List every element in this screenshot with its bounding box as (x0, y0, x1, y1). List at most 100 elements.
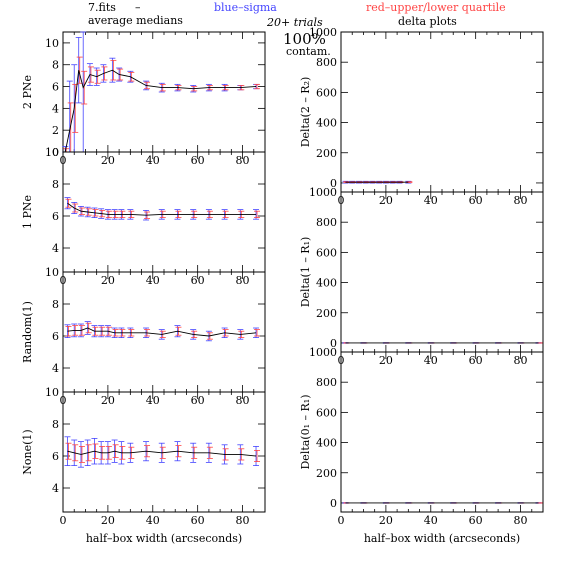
y-tick-label: 4 (52, 102, 59, 115)
y-tick-label: 0 (330, 497, 337, 510)
red-quartile-legend: red–upper/lower quartile (366, 1, 506, 14)
figure-header: 7.fits – blue–sigma red–upper/lower quar… (88, 1, 506, 58)
contamination-label: contam. (286, 45, 331, 58)
y-tick-label: 10 (45, 146, 59, 159)
y-tick-label: 6 (52, 450, 59, 463)
y-axis-label: 2 PNe (21, 75, 34, 109)
y-tick-label: 600 (316, 406, 337, 419)
x-tick-label: 80 (236, 154, 250, 167)
y-tick-label: 800 (316, 216, 337, 229)
y-tick-label: 8 (52, 178, 59, 191)
x-tick-label: 20 (379, 514, 393, 527)
panel-frame (62, 151, 266, 273)
y-tick-label: 6 (52, 81, 59, 94)
median-series-line (67, 450, 257, 457)
y-tick-label: 600 (316, 246, 337, 259)
y-tick-label: 8 (52, 59, 59, 72)
y-tick-label: 400 (316, 437, 337, 450)
y-tick-label: 200 (316, 147, 337, 160)
y-axis-label: Delta(0₁ – R₁) (299, 394, 312, 469)
x-tick-label: 60 (469, 194, 483, 207)
y-tick-label: 6 (52, 330, 59, 343)
right-column-title: delta plots (398, 15, 457, 28)
panel-frame (340, 191, 544, 353)
x-tick-label: 40 (424, 194, 438, 207)
y-tick-label: 600 (316, 86, 337, 99)
x-tick-label: 40 (146, 394, 160, 407)
x-tick-label: 40 (146, 274, 160, 287)
x-tick-label: 40 (424, 354, 438, 367)
trials-label: 20+ trials (266, 16, 323, 29)
x-tick-label: 40 (146, 514, 160, 527)
median-series-line (67, 202, 256, 216)
x-tick-label: 40 (146, 154, 160, 167)
x-tick-label: 80 (236, 514, 250, 527)
left-column-title: average medians (88, 14, 183, 27)
panel-frame (340, 351, 544, 513)
x-tick-label: 60 (191, 154, 205, 167)
median-series-line (67, 327, 257, 337)
y-tick-label: 6 (52, 210, 59, 223)
x-tick-label: 80 (514, 354, 528, 367)
y-tick-label: 4 (52, 242, 59, 255)
x-tick-label: 80 (514, 194, 528, 207)
y-tick-label: 4 (52, 482, 59, 495)
panel-frame (340, 31, 544, 193)
panel-frame (62, 271, 266, 393)
x-tick-label: 60 (191, 274, 205, 287)
y-tick-label: 0 (52, 146, 59, 159)
x-tick-label: 80 (236, 394, 250, 407)
y-axis-label: Random(1) (21, 301, 34, 363)
x-tick-label: 80 (514, 514, 528, 527)
y-axis-label: Delta(1 – R₁) (299, 237, 312, 308)
chart-panel-4: 0 20 40 60 80 4 6 8 10 None(1) half–box width (arc… (21, 386, 266, 545)
contamination-percent: 100% (283, 30, 326, 48)
y-tick-label: 10 (45, 37, 59, 50)
y-tick-label: 8 (52, 298, 59, 311)
x-tick-label: 20 (101, 154, 115, 167)
x-tick-label: 40 (424, 514, 438, 527)
x-axis-label: half–box width (arcseconds) (364, 532, 520, 545)
x-tick-label: 60 (191, 394, 205, 407)
median-series-line (64, 69, 257, 153)
x-tick-label: 20 (101, 274, 115, 287)
y-axis-label: Delta(2 – R₂) (299, 77, 312, 148)
y-tick-label: 10 (45, 266, 59, 279)
y-tick-label: 1000 (309, 26, 337, 39)
y-tick-label: 0 (330, 337, 337, 350)
y-tick-label: 200 (316, 307, 337, 320)
x-tick-label: 80 (236, 274, 250, 287)
y-tick-label: 8 (52, 418, 59, 431)
y-tick-label: 400 (316, 277, 337, 290)
x-tick-label: 20 (101, 514, 115, 527)
x-tick-label: 20 (101, 394, 115, 407)
file-dash: – (135, 1, 141, 14)
y-tick-label: 2 (52, 124, 59, 137)
y-tick-label: 1000 (309, 346, 337, 359)
y-tick-label: 0 (330, 177, 337, 190)
y-tick-label: 400 (316, 117, 337, 130)
y-tick-label: 800 (316, 56, 337, 69)
y-tick-label: 200 (316, 467, 337, 480)
y-axis-label: 1 PNe (21, 195, 34, 229)
y-axis-label: None(1) (21, 429, 34, 474)
x-tick-label: 60 (469, 354, 483, 367)
x-tick-label: 60 (191, 514, 205, 527)
x-tick-label: 60 (469, 514, 483, 527)
blue-sigma-legend: blue–sigma (214, 1, 277, 14)
x-tick-label: 20 (379, 354, 393, 367)
y-tick-label: 4 (52, 362, 59, 375)
y-tick-label: 1000 (309, 186, 337, 199)
y-tick-label: 800 (316, 376, 337, 389)
x-tick-label: 20 (379, 194, 393, 207)
x-tick-label: 0 (338, 514, 345, 527)
x-axis-label: half–box width (arcseconds) (86, 532, 242, 545)
x-tick-label: 0 (60, 514, 67, 527)
